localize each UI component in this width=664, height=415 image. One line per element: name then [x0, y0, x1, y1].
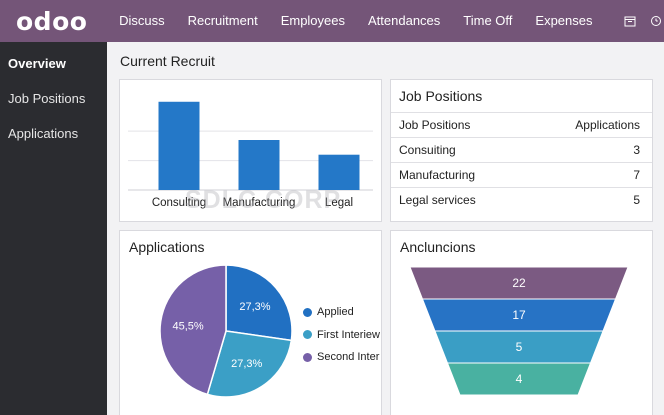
pie-slice-label: 45,5% [173, 321, 204, 333]
table-row[interactable]: Legal services 5 [391, 187, 652, 213]
odoo-logo[interactable]: odoo [0, 0, 105, 42]
legend-dot [303, 352, 312, 362]
menu-recruitment[interactable]: Recruitment [187, 13, 258, 28]
systray [612, 13, 664, 29]
menu-discuss[interactable]: Discuss [119, 13, 165, 28]
legend-label: Second Inter [317, 351, 380, 364]
job-positions-title: Job Positions [399, 88, 483, 104]
page-title: Current Recruit [120, 53, 215, 69]
legend-dot [303, 307, 312, 317]
main-content: Current Recruit Consulting Manufacturing L… [107, 42, 664, 415]
menu-attendances[interactable]: Attendances [368, 13, 441, 28]
funnel-card: Ancluncions 22 17 5 4 [390, 230, 653, 415]
job-count: 3 [527, 137, 652, 163]
job-name: Manufacturing [391, 162, 528, 188]
column-header-job-positions: Job Positions [391, 112, 528, 138]
x-tick-label: Legal [325, 197, 353, 209]
job-positions-card: Job Positions Job Positions Applications… [390, 79, 653, 222]
pie-slice-label: 27,3% [239, 301, 270, 313]
legend-dot [303, 330, 312, 340]
calendar-icon[interactable] [622, 13, 638, 29]
pie-slice [206, 330, 293, 398]
top-navbar: odoo Discuss Recruitment Employees Atten… [0, 0, 664, 42]
logo-text: odoo [16, 6, 88, 36]
funnel-value-label: 5 [516, 340, 523, 354]
pie-legend: Applied First Interiew Second Inter [303, 301, 380, 369]
pie-chart: 27,3% 27,3% 45,5% [159, 264, 293, 398]
clock-icon[interactable] [648, 13, 664, 29]
funnel-value-label: 22 [512, 276, 526, 290]
menu-employees[interactable]: Employees [280, 13, 345, 28]
bar-chart: Consulting Manufacturing Legal [128, 101, 373, 209]
applications-title: Applications [129, 239, 205, 255]
legend-label: First Interiew [317, 328, 380, 341]
menu-expenses[interactable]: Expenses [535, 13, 593, 28]
column-header-applications: Applications [527, 112, 652, 138]
legend-item-first-interview[interactable]: First Interiew [303, 324, 380, 347]
sidebar: Overview Job Positions Applications [0, 42, 107, 415]
job-count: 5 [527, 187, 652, 213]
pie-slice [225, 264, 293, 342]
main-menu: Discuss Recruitment Employees Attendance… [105, 0, 604, 42]
bar-consulting [158, 101, 200, 190]
table-header-row: Job Positions Applications [391, 112, 652, 138]
legend-label: Applied [317, 306, 354, 319]
funnel-stage [446, 362, 592, 396]
funnel-value-label: 4 [516, 372, 523, 386]
sidebar-item-applications[interactable]: Applications [8, 126, 79, 141]
menu-time-off[interactable]: Time Off [463, 13, 513, 28]
bar-manufacturing [238, 140, 280, 190]
job-count: 7 [527, 162, 652, 188]
job-positions-table: Job Positions Applications Consuiting 3 … [391, 112, 652, 213]
table-row[interactable]: Manufacturing 7 [391, 162, 652, 188]
x-tick-label: Manufacturing [223, 197, 296, 209]
funnel-title: Ancluncions [400, 239, 476, 255]
applications-card: Applications 27,3% 27,3% 45,5% Applied Fir… [119, 230, 382, 415]
bar-chart-card: Consulting Manufacturing Legal [119, 79, 382, 222]
funnel-value-label: 17 [512, 308, 526, 322]
sidebar-item-job-positions[interactable]: Job Positions [8, 91, 86, 106]
bar-legal [318, 154, 360, 190]
sidebar-item-overview[interactable]: Overview [8, 56, 66, 71]
job-name: Consuiting [391, 137, 528, 163]
pie-slice-label: 27,3% [231, 358, 262, 370]
legend-item-applied[interactable]: Applied [303, 301, 380, 324]
funnel-chart: 22 17 5 4 [409, 266, 629, 396]
job-name: Legal services [391, 187, 528, 213]
legend-item-second-interview[interactable]: Second Inter [303, 346, 380, 369]
table-row[interactable]: Consuiting 3 [391, 137, 652, 163]
x-tick-label: Consulting [152, 197, 206, 209]
pie-slice [159, 264, 227, 396]
